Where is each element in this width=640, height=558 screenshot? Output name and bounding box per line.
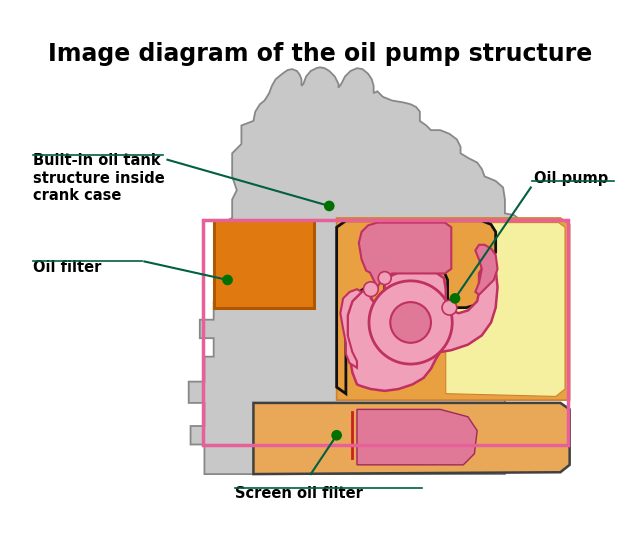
Circle shape (332, 431, 341, 440)
Polygon shape (357, 410, 477, 465)
Polygon shape (340, 289, 362, 368)
Polygon shape (337, 218, 570, 400)
Polygon shape (445, 223, 565, 396)
Text: Image diagram of the oil pump structure: Image diagram of the oil pump structure (48, 42, 592, 66)
Polygon shape (337, 221, 495, 393)
Circle shape (369, 281, 452, 364)
Polygon shape (189, 68, 524, 474)
Polygon shape (253, 403, 570, 474)
Text: Screen oil filter: Screen oil filter (235, 486, 363, 501)
Polygon shape (359, 223, 451, 287)
Circle shape (442, 300, 457, 315)
Circle shape (324, 201, 334, 210)
Circle shape (223, 275, 232, 285)
Circle shape (390, 302, 431, 343)
Polygon shape (348, 262, 497, 391)
Text: Oil filter: Oil filter (33, 259, 102, 275)
Circle shape (364, 282, 378, 296)
Polygon shape (476, 245, 497, 295)
Bar (203, 220, 568, 445)
Circle shape (378, 272, 391, 285)
Bar (214, 220, 314, 307)
Text: Oil pump: Oil pump (534, 171, 608, 186)
Circle shape (451, 294, 460, 303)
Text: Built-in oil tank
structure inside
crank case: Built-in oil tank structure inside crank… (33, 153, 165, 203)
